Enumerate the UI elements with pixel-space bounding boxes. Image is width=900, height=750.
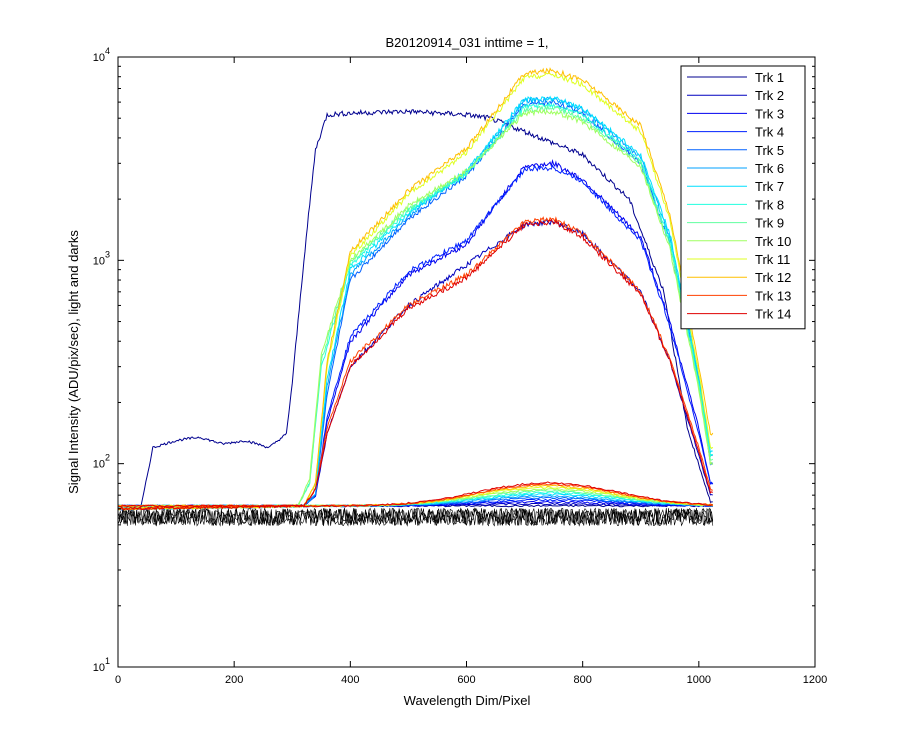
chart-title: B20120914_031 inttime = 1, [386,35,549,50]
x-tick-label: 600 [457,674,475,686]
legend-label: Trk 9 [755,216,784,231]
y-tick-label: 101 [93,656,110,674]
y-tick-label: 102 [93,453,110,471]
y-axis-label: Signal Intensity (ADU/pix/sec), light an… [66,230,81,494]
legend-label: Trk 1 [755,70,784,85]
x-tick-label: 400 [341,674,359,686]
legend-label: Trk 13 [755,288,791,303]
axes-layer: 0 200 400 600 800 1000 1200 101 102 103 104 [93,46,828,686]
legend-label: Trk 12 [755,270,791,285]
legend: Trk 1 Trk 2 Trk 3 Trk 4 Trk 5 Trk 6 Trk 7 Trk 8… [680,65,806,330]
legend-label: Trk 7 [755,179,784,194]
dark-frame-line [117,507,714,527]
dark-frame-line [117,507,714,527]
legend-label: Trk 14 [755,307,791,322]
y-tick-label: 103 [93,249,110,267]
x-tick-label: 0 [115,674,121,686]
legend-label: Trk 5 [755,143,784,158]
x-tick-label: 1200 [803,674,827,686]
legend-box [680,65,806,330]
y-tick-label: 104 [93,46,110,64]
legend-label: Trk 2 [755,88,784,103]
x-tick-label: 1000 [687,674,711,686]
x-tick-label: 200 [225,674,243,686]
x-tick-label: 800 [573,674,591,686]
series-line-1 [117,108,713,511]
legend-label: Trk 6 [755,161,784,176]
track-baseline-line [117,481,713,508]
dark-frame-line [117,507,714,527]
legend-label: Trk 3 [755,106,784,121]
x-axis-label: Wavelength Dim/Pixel [404,693,531,708]
plot-layer [117,67,714,527]
legend-label: Trk 8 [755,197,784,212]
legend-label: Trk 10 [755,234,791,249]
series-line-14 [117,218,714,511]
legend-label: Trk 4 [755,125,784,140]
legend-label: Trk 11 [755,252,790,267]
